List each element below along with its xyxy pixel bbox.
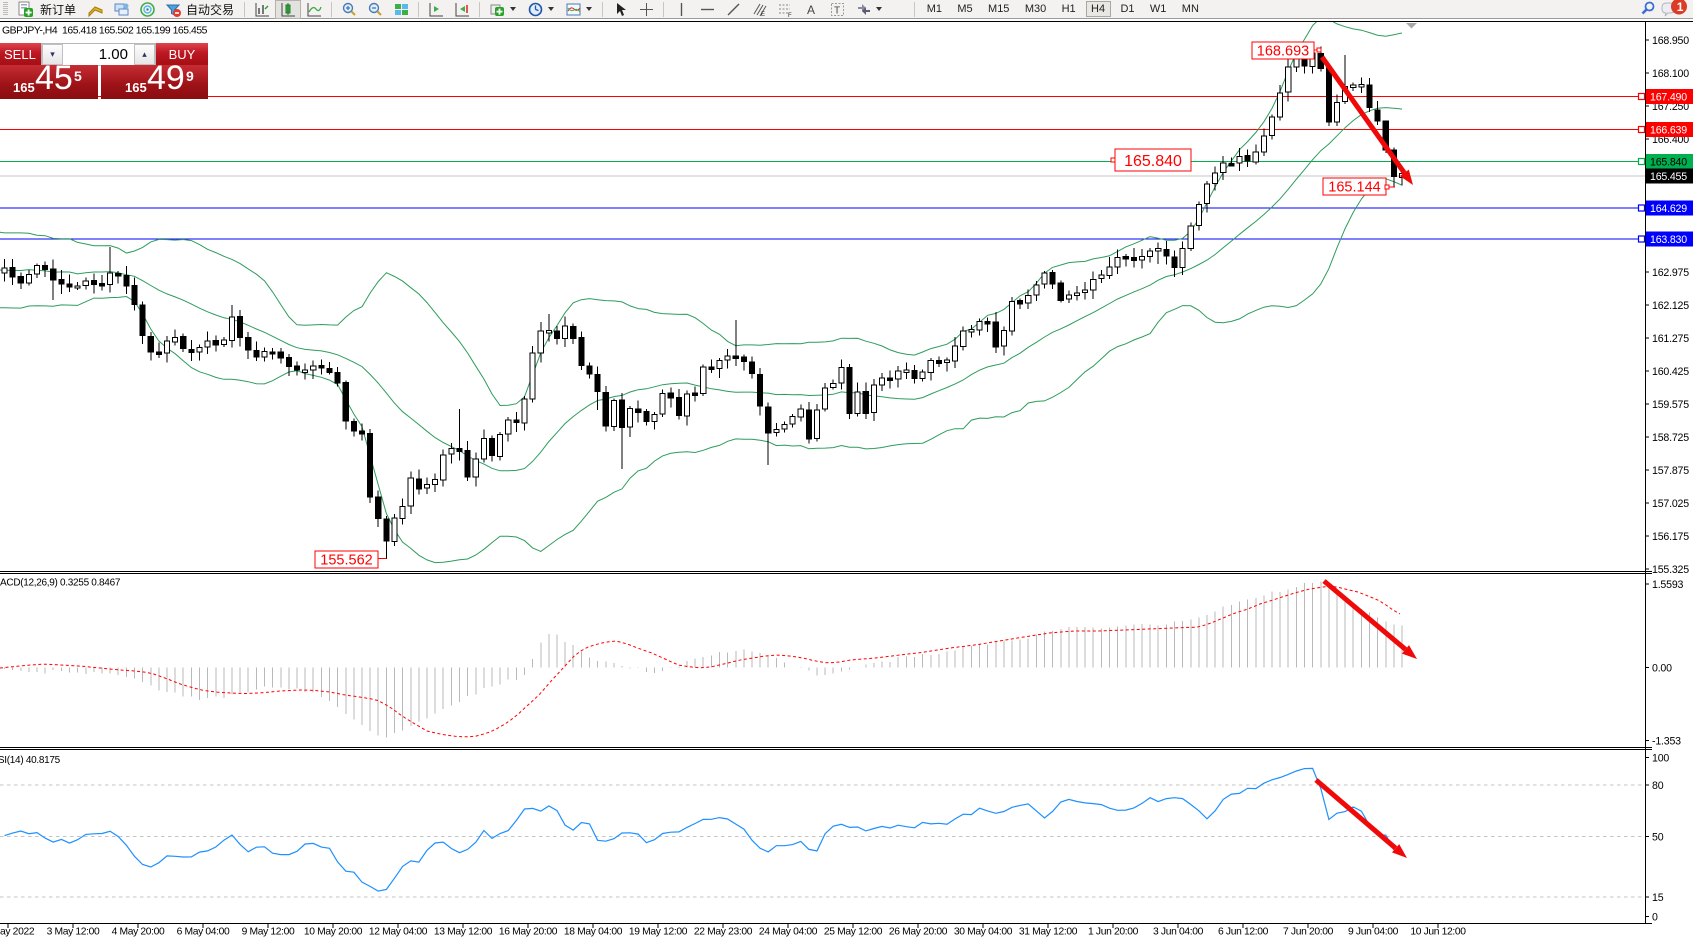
svg-text:163.830: 163.830 — [1650, 234, 1687, 246]
svg-text:167.490: 167.490 — [1650, 91, 1687, 103]
svg-text:165.840: 165.840 — [1124, 153, 1182, 170]
svg-text:26 May 20:00: 26 May 20:00 — [889, 927, 948, 937]
svg-text:157.875: 157.875 — [1652, 465, 1689, 477]
svg-text:12 May 04:00: 12 May 04:00 — [369, 927, 428, 937]
svg-text:9 May 12:00: 9 May 12:00 — [242, 927, 295, 937]
svg-text:168.100: 168.100 — [1652, 68, 1689, 80]
svg-text:159.575: 159.575 — [1652, 399, 1689, 411]
svg-text:25 May 12:00: 25 May 12:00 — [824, 927, 883, 937]
svg-text:GBPJPY-,H4 165.418 165.502 16: GBPJPY-,H4 165.418 165.502 165.199 165.4… — [2, 26, 208, 37]
svg-text:155.562: 155.562 — [320, 553, 372, 569]
svg-text:168.693: 168.693 — [1257, 44, 1309, 60]
svg-text:1.5593: 1.5593 — [1652, 579, 1684, 591]
svg-text:19 May 12:00: 19 May 12:00 — [629, 927, 688, 937]
svg-text:6 May 04:00: 6 May 04:00 — [177, 927, 230, 937]
svg-text:7 Jun 20:00: 7 Jun 20:00 — [1283, 927, 1334, 937]
svg-text:MACD(12,26,9) 0.3255 0.8467: MACD(12,26,9) 0.3255 0.8467 — [0, 578, 121, 589]
svg-text:165.840: 165.840 — [1650, 156, 1687, 168]
svg-text:168.950: 168.950 — [1652, 35, 1689, 47]
svg-text:ay 2022: ay 2022 — [0, 927, 35, 937]
svg-text:155.325: 155.325 — [1652, 564, 1689, 576]
svg-text:0: 0 — [1652, 911, 1658, 923]
svg-text:156.175: 156.175 — [1652, 531, 1689, 543]
svg-text:1 Jun 20:00: 1 Jun 20:00 — [1088, 927, 1139, 937]
svg-text:9 Jun 04:00: 9 Jun 04:00 — [1348, 927, 1399, 937]
svg-text:-1.353: -1.353 — [1652, 735, 1681, 747]
svg-text:22 May 23:00: 22 May 23:00 — [694, 927, 753, 937]
svg-text:4 May 20:00: 4 May 20:00 — [112, 927, 165, 937]
svg-text:18 May 04:00: 18 May 04:00 — [564, 927, 623, 937]
svg-text:10 Jun 12:00: 10 Jun 12:00 — [1410, 927, 1466, 937]
svg-text:3 May 12:00: 3 May 12:00 — [47, 927, 100, 937]
svg-text:10 May 20:00: 10 May 20:00 — [304, 927, 363, 937]
svg-text:166.639: 166.639 — [1650, 124, 1687, 136]
svg-text:RSI(14) 40.8175: RSI(14) 40.8175 — [0, 755, 61, 766]
svg-text:F: F — [788, 13, 792, 18]
svg-text:E: E — [761, 12, 765, 18]
svg-text:100: 100 — [1652, 752, 1669, 764]
svg-text:13 May 12:00: 13 May 12:00 — [434, 927, 493, 937]
svg-text:162.975: 162.975 — [1652, 267, 1689, 279]
svg-text:15: 15 — [1652, 892, 1664, 904]
svg-text:165.144: 165.144 — [1328, 180, 1380, 196]
svg-text:158.725: 158.725 — [1652, 432, 1689, 444]
svg-text:50: 50 — [1652, 831, 1664, 843]
svg-text:160.425: 160.425 — [1652, 366, 1689, 378]
svg-text:0.00: 0.00 — [1652, 662, 1672, 674]
svg-text:165.455: 165.455 — [1650, 171, 1687, 183]
svg-text:A: A — [807, 3, 815, 17]
svg-text:6 Jun 12:00: 6 Jun 12:00 — [1218, 927, 1269, 937]
svg-text:161.275: 161.275 — [1652, 333, 1689, 345]
svg-text:80: 80 — [1652, 780, 1664, 792]
svg-text:157.025: 157.025 — [1652, 498, 1689, 510]
svg-text:164.629: 164.629 — [1650, 203, 1687, 215]
svg-text:30 May 04:00: 30 May 04:00 — [954, 927, 1013, 937]
svg-text:162.125: 162.125 — [1652, 300, 1689, 312]
svg-text:16 May 20:00: 16 May 20:00 — [499, 927, 558, 937]
svg-text:T: T — [834, 5, 840, 16]
svg-text:1: 1 — [1677, 0, 1684, 13]
svg-text:31 May 12:00: 31 May 12:00 — [1019, 927, 1078, 937]
svg-text:24 May 04:00: 24 May 04:00 — [759, 927, 818, 937]
svg-text:3 Jun 04:00: 3 Jun 04:00 — [1153, 927, 1204, 937]
